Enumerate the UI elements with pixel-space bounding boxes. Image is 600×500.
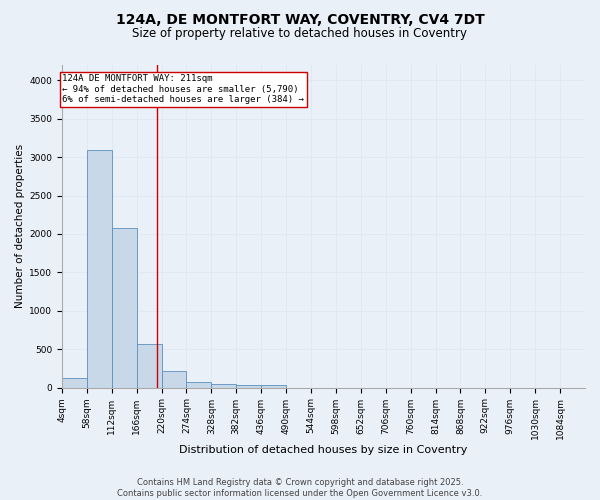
- Bar: [87, 150, 112, 388]
- Text: Size of property relative to detached houses in Coventry: Size of property relative to detached ho…: [133, 28, 467, 40]
- Bar: [261, 386, 286, 388]
- Bar: [112, 228, 137, 388]
- Bar: [161, 372, 187, 388]
- Text: 124A DE MONTFORT WAY: 211sqm
← 94% of detached houses are smaller (5,790)
6% of : 124A DE MONTFORT WAY: 211sqm ← 94% of de…: [62, 74, 304, 104]
- Bar: [211, 384, 236, 388]
- Bar: [236, 384, 261, 388]
- Bar: [62, 378, 87, 388]
- Bar: [187, 382, 211, 388]
- Text: 124A, DE MONTFORT WAY, COVENTRY, CV4 7DT: 124A, DE MONTFORT WAY, COVENTRY, CV4 7DT: [116, 12, 484, 26]
- X-axis label: Distribution of detached houses by size in Coventry: Distribution of detached houses by size …: [179, 445, 467, 455]
- Text: Contains HM Land Registry data © Crown copyright and database right 2025.
Contai: Contains HM Land Registry data © Crown c…: [118, 478, 482, 498]
- Bar: [137, 344, 161, 388]
- Y-axis label: Number of detached properties: Number of detached properties: [15, 144, 25, 308]
